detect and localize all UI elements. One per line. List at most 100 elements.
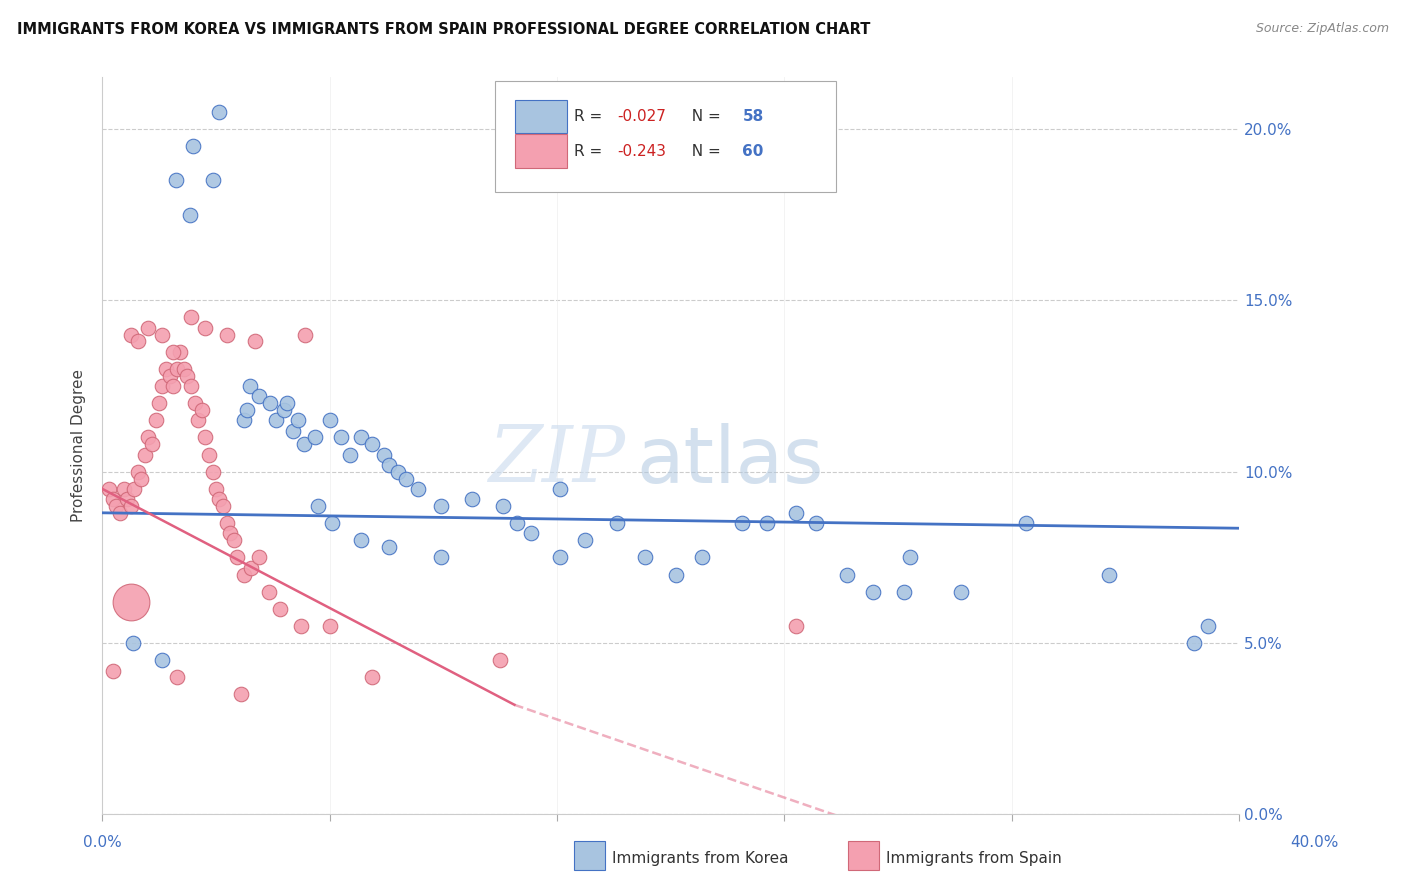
FancyBboxPatch shape [515,134,567,168]
Point [461,492,484,507]
Point [212,499,235,513]
Point [304,430,326,444]
Point [239,379,262,393]
Text: N =: N = [682,144,725,159]
Y-axis label: Professional Degree: Professional Degree [72,369,86,523]
Point [108,506,131,520]
Point [804,516,827,530]
Text: -0.027: -0.027 [617,109,666,124]
Point [112,482,135,496]
Point [307,499,329,513]
Text: 40.0%: 40.0% [1291,836,1339,850]
Point [219,526,242,541]
Point [202,173,225,187]
Point [180,379,202,393]
Point [373,448,395,462]
Point [120,327,142,342]
Point [194,320,217,334]
Point [281,424,304,438]
Point [162,379,184,393]
Point [862,584,884,599]
Point [127,465,149,479]
Point [264,413,287,427]
Point [190,403,212,417]
Point [294,327,316,342]
Point [429,499,451,513]
Point [169,344,191,359]
Point [247,389,270,403]
Point [120,499,142,513]
Point [176,368,198,383]
Point [122,482,145,496]
Point [330,430,353,444]
Point [229,688,252,702]
Text: R =: R = [574,144,607,159]
Text: Immigrants from Spain: Immigrants from Spain [886,851,1062,865]
Point [122,636,145,650]
Point [287,413,309,427]
Point [236,403,259,417]
Point [361,437,384,451]
Point [361,670,384,684]
Point [949,584,972,599]
Point [205,482,228,496]
Point [1182,636,1205,650]
Point [98,482,121,496]
Point [226,550,249,565]
Point [148,396,170,410]
Point [259,584,281,599]
Point [492,499,515,513]
Point [276,396,298,410]
Text: 0.0%: 0.0% [83,836,122,850]
Point [321,516,343,530]
Point [136,320,159,334]
Point [606,516,628,530]
Point [634,550,657,565]
Point [489,653,512,667]
Text: Source: ZipAtlas.com: Source: ZipAtlas.com [1256,22,1389,36]
Point [159,368,181,383]
Text: IMMIGRANTS FROM KOREA VS IMMIGRANTS FROM SPAIN PROFESSIONAL DEGREE CORRELATION C: IMMIGRANTS FROM KOREA VS IMMIGRANTS FROM… [17,22,870,37]
Point [898,550,921,565]
Point [166,361,188,376]
Point [181,139,204,153]
Text: R =: R = [574,109,607,124]
Point [350,533,373,548]
Point [194,430,217,444]
Text: 60: 60 [742,144,763,159]
Point [162,344,184,359]
Point [134,448,156,462]
Point [378,458,401,472]
Point [165,173,187,187]
Point [395,471,418,485]
Point [145,413,167,427]
Point [785,506,807,520]
Point [290,619,312,633]
Point [179,208,201,222]
Point [339,448,361,462]
Point [1197,619,1219,633]
Point [243,334,266,349]
Point [548,550,571,565]
FancyBboxPatch shape [515,100,567,134]
Point [208,492,231,507]
Point [273,403,295,417]
Point [180,310,202,325]
Point [208,104,231,119]
Text: Immigrants from Korea: Immigrants from Korea [612,851,789,865]
Point [1015,516,1038,530]
Point [292,437,315,451]
Point [215,327,238,342]
Point [318,413,340,427]
Point [115,492,138,507]
Point [893,584,915,599]
Point [233,567,256,582]
Point [378,540,401,554]
Point [187,413,209,427]
Point [152,379,174,393]
Point [1097,567,1119,582]
Text: atlas: atlas [637,423,824,499]
Point [105,499,128,513]
Point [136,430,159,444]
Point [101,492,124,507]
